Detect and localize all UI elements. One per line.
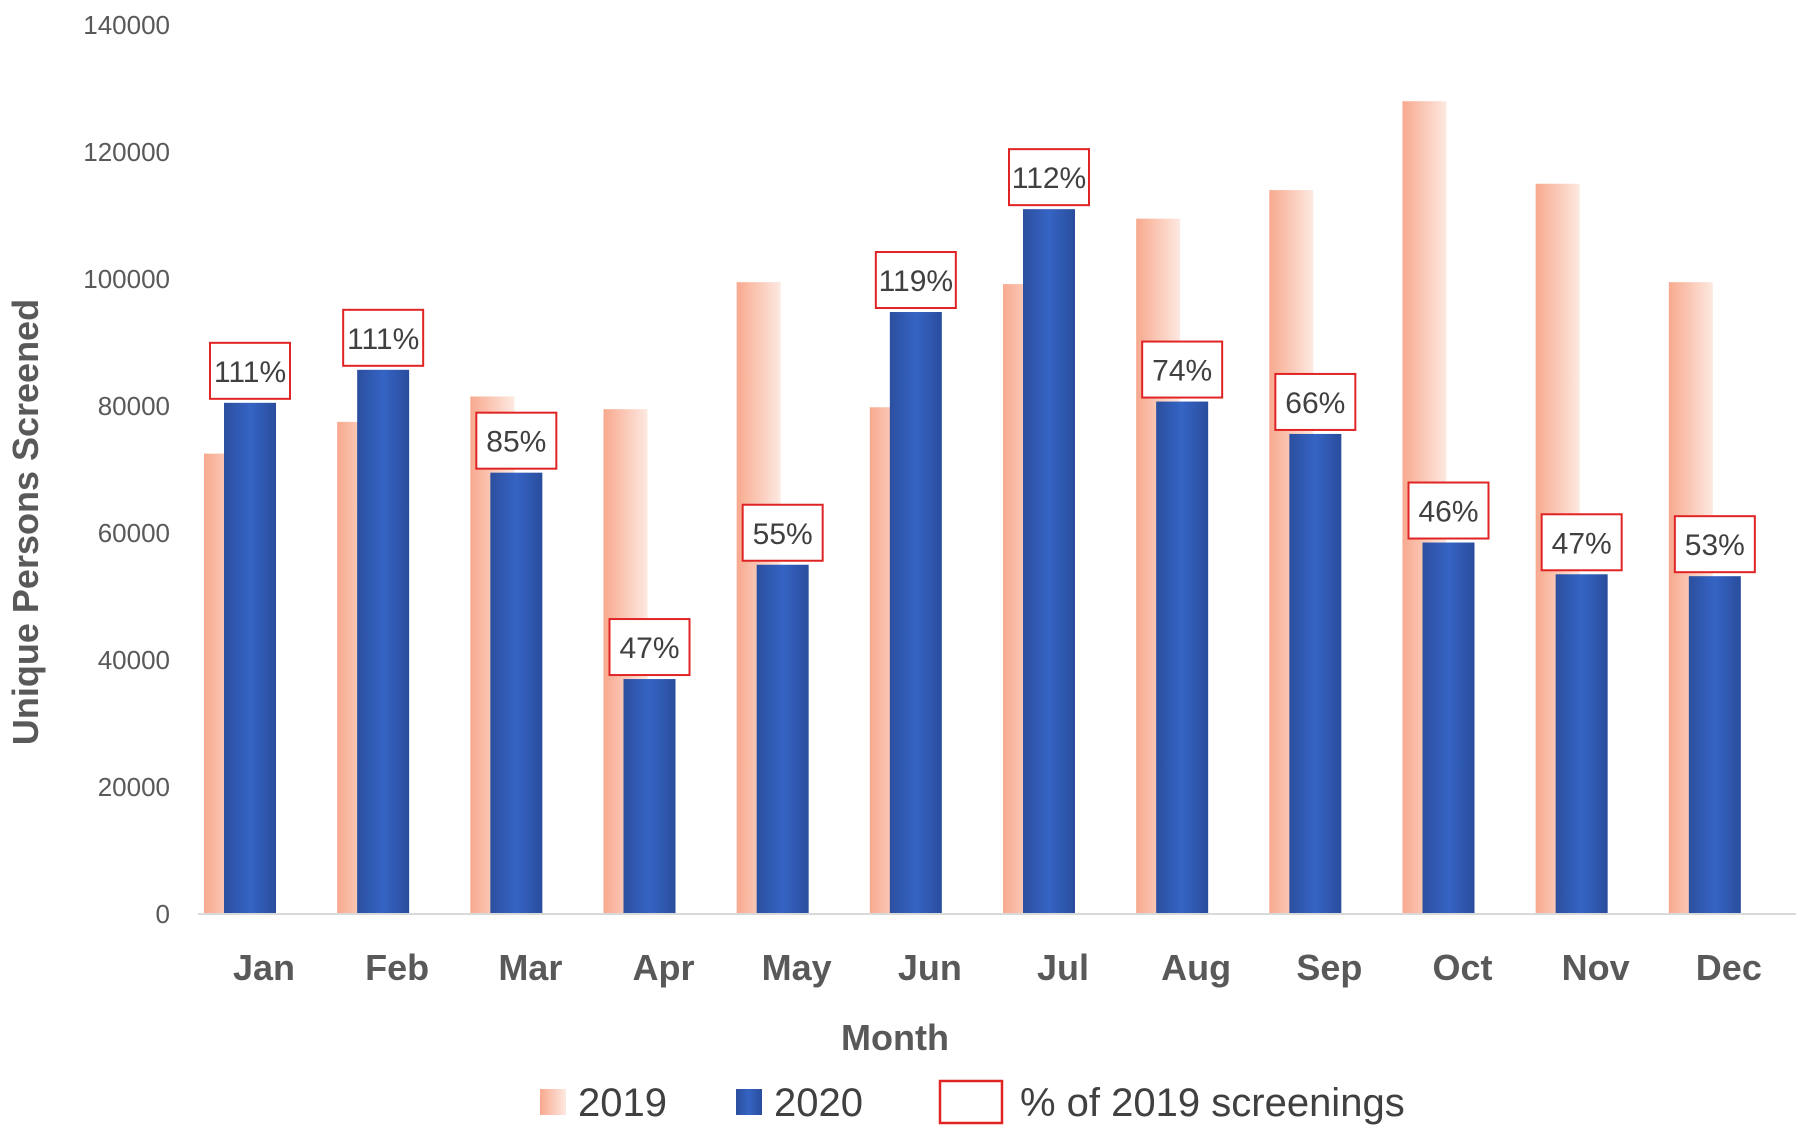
- x-tick-label: Feb: [365, 947, 429, 988]
- legend-swatch-2020: [736, 1089, 762, 1115]
- y-tick-label: 120000: [83, 137, 170, 167]
- annotation-box: [342, 308, 425, 367]
- bar-2020-jun: [889, 312, 942, 914]
- annotation-label: 47%: [1552, 527, 1612, 560]
- annotation-box: [1274, 372, 1357, 431]
- bar-2020-aug: [1156, 401, 1209, 914]
- bar-2020-jan: [224, 402, 276, 914]
- annotation-box: [1141, 340, 1224, 399]
- annotation-label: 53%: [1685, 529, 1745, 562]
- annotation-feb: 111%: [342, 308, 425, 367]
- annotation-apr: 47%: [608, 618, 691, 677]
- y-tick-label: 0: [156, 899, 170, 929]
- y-axis-title: Unique Persons Screened: [5, 299, 46, 745]
- annotation-label: 112%: [1012, 162, 1087, 195]
- annotation-jun: 119%: [874, 251, 957, 310]
- y-tick-label: 60000: [98, 518, 170, 548]
- bar-2020-may: [756, 564, 809, 914]
- series-2020-bars: [224, 209, 1741, 914]
- legend-label-2020: 2020: [774, 1081, 863, 1125]
- annotation-aug: 74%: [1141, 340, 1224, 399]
- annotation-box: [608, 618, 691, 677]
- annotation-label: 119%: [879, 265, 954, 298]
- y-tick-label: 100000: [83, 264, 170, 294]
- annotation-label: 55%: [753, 518, 813, 551]
- y-tick-label: 20000: [98, 772, 170, 802]
- annotation-label: 47%: [619, 632, 679, 665]
- annotation-box: [1540, 513, 1623, 572]
- x-axis-ticks: Jan Feb Mar Apr May Jun Jul Aug Sep Oct Nov Dec: [233, 947, 1762, 988]
- x-tick-label: Jan: [233, 947, 295, 988]
- x-tick-label: Jun: [898, 947, 962, 988]
- annotation-jul: 112%: [1008, 148, 1090, 207]
- legend-item-2019: 2019: [540, 1081, 667, 1125]
- x-tick-label: Jul: [1037, 947, 1089, 988]
- legend-swatch-2019: [540, 1089, 566, 1115]
- x-tick-label: Dec: [1696, 947, 1762, 988]
- annotation-dec: 53%: [1673, 515, 1756, 574]
- x-tick-label: May: [762, 947, 832, 988]
- annotation-box: [1673, 515, 1756, 574]
- annotation-nov: 47%: [1540, 513, 1623, 572]
- annotation-label: 85%: [486, 426, 546, 459]
- annotation-label: 111%: [214, 356, 286, 389]
- legend-label-percent: % of 2019 screenings: [1020, 1081, 1405, 1125]
- bar-2020-oct: [1422, 542, 1475, 914]
- annotation-box: [874, 251, 957, 310]
- annotation-jan: 111%: [209, 341, 291, 400]
- bar-2020-jul: [1023, 209, 1075, 914]
- legend: 2019 2020 % of 2019 screenings: [540, 1079, 1405, 1125]
- bar-2020-sep: [1289, 433, 1342, 914]
- legend-item-percent: % of 2019 screenings: [938, 1079, 1405, 1125]
- annotation-sep: 66%: [1274, 372, 1357, 431]
- x-tick-label: Aug: [1161, 947, 1231, 988]
- bar-2020-dec: [1688, 576, 1741, 914]
- annotation-oct: 46%: [1407, 481, 1490, 540]
- legend-swatch-percent: [938, 1079, 1004, 1125]
- x-tick-label: Oct: [1432, 947, 1492, 988]
- annotation-label: 66%: [1285, 387, 1345, 420]
- x-tick-label: Mar: [498, 947, 562, 988]
- x-tick-label: Sep: [1296, 947, 1362, 988]
- bar-2020-mar: [490, 472, 543, 914]
- bar-2020-nov: [1555, 574, 1608, 914]
- y-tick-label: 40000: [98, 645, 170, 675]
- y-axis-ticks: 0 20000 40000 60000 80000 100000 120000 140000: [83, 10, 170, 929]
- annotation-may: 55%: [741, 503, 824, 562]
- legend-label-2019: 2019: [578, 1081, 667, 1125]
- y-tick-label: 80000: [98, 391, 170, 421]
- bar-2020-apr: [623, 679, 676, 914]
- annotation-label: 111%: [347, 323, 419, 356]
- legend-item-2020: 2020: [736, 1081, 863, 1125]
- annotation-box: [475, 411, 558, 470]
- annotation-label: 74%: [1152, 355, 1212, 388]
- x-tick-label: Nov: [1562, 947, 1630, 988]
- x-tick-label: Apr: [633, 947, 695, 988]
- bar-2020-feb: [357, 369, 410, 914]
- percent-annotations: 111% 111% 85% 47% 55% 119% 112% 74% 66% 46% 47% 53%: [209, 148, 1756, 677]
- annotation-label: 46%: [1418, 496, 1478, 529]
- x-axis-title: Month: [841, 1017, 949, 1058]
- annotation-box: [209, 341, 291, 400]
- annotation-box: [1008, 148, 1090, 207]
- annotation-box: [1407, 481, 1490, 540]
- annotation-mar: 85%: [475, 411, 558, 470]
- y-tick-label: 140000: [83, 10, 170, 40]
- annotation-box: [741, 503, 824, 562]
